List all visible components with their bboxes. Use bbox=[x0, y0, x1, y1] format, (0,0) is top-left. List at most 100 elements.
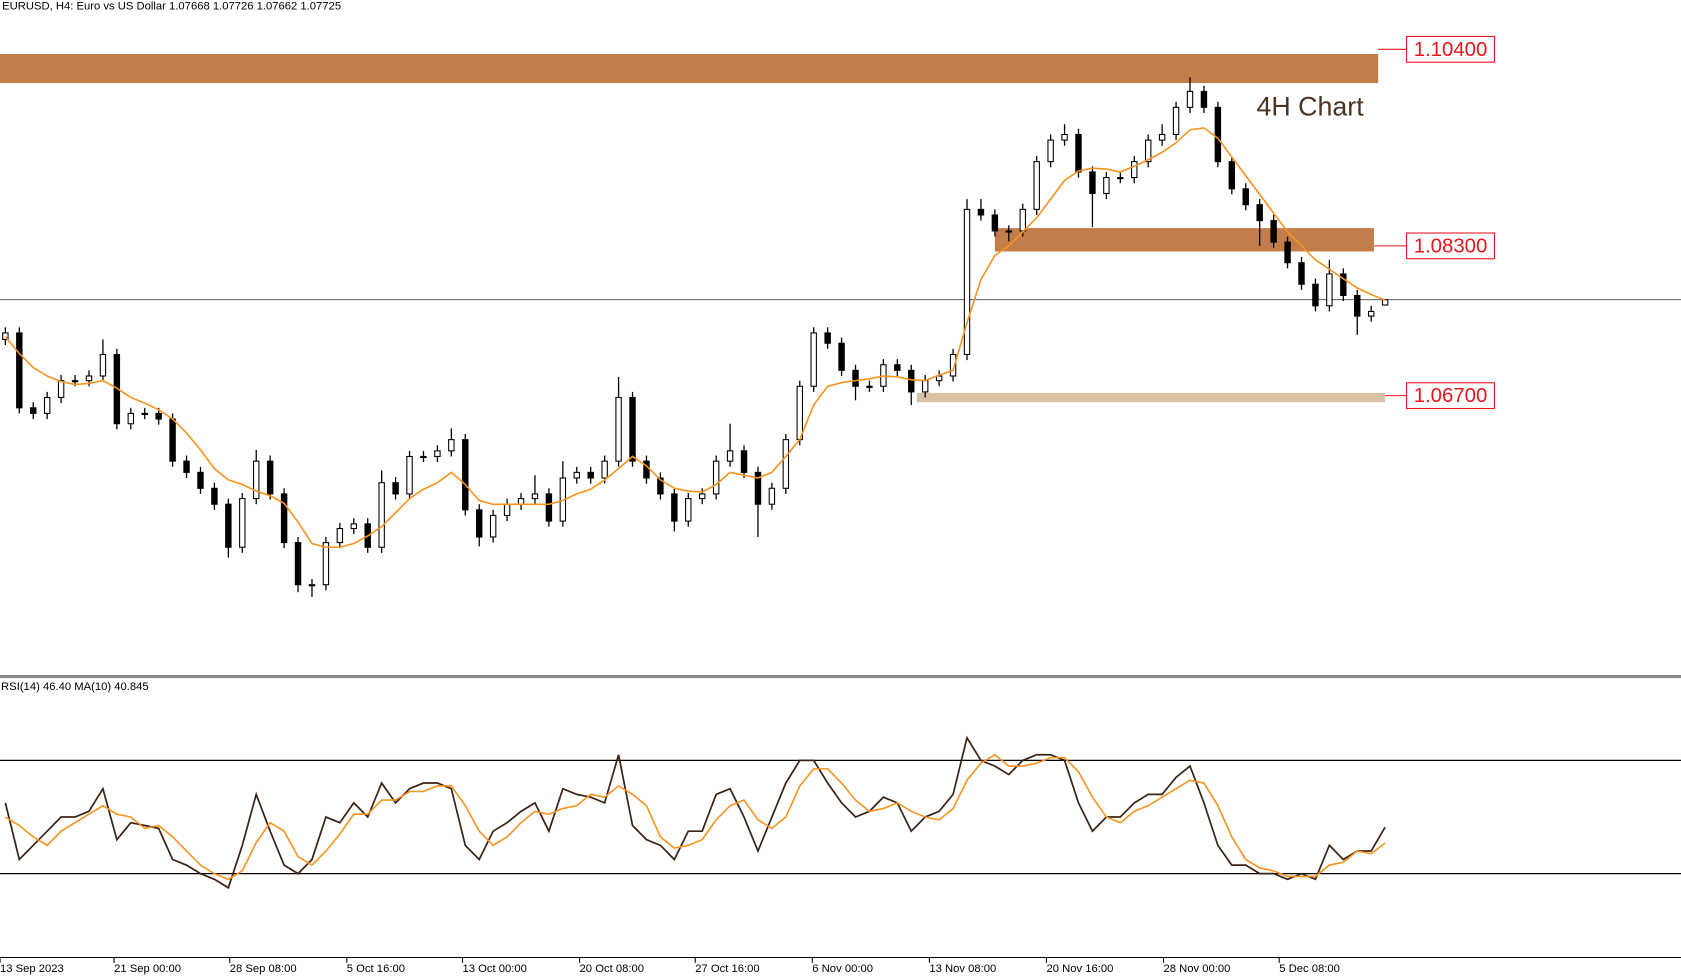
rsi-title: RSI(14) 46.40 MA(10) 40.845 bbox=[1, 681, 149, 693]
candle-body bbox=[657, 477, 664, 495]
candle-body bbox=[894, 364, 901, 371]
candle-body bbox=[908, 369, 915, 393]
candle-body bbox=[197, 471, 204, 489]
candle-body bbox=[782, 439, 790, 489]
zone-label-box bbox=[1406, 382, 1495, 410]
candle-body bbox=[949, 353, 957, 377]
candle-body bbox=[239, 498, 246, 548]
chart-title: EURUSD, H4: Euro vs US Dollar 1.07668 1.… bbox=[2, 0, 341, 12]
candle-body bbox=[57, 380, 65, 399]
candle-body bbox=[963, 208, 971, 355]
candle-body bbox=[462, 439, 469, 511]
candle-body bbox=[1242, 188, 1249, 206]
candle-body bbox=[1367, 310, 1375, 317]
candle-body bbox=[671, 493, 678, 522]
moving-average bbox=[4, 127, 1386, 549]
x-tick-label: 13 Oct 00:00 bbox=[462, 963, 526, 975]
candle-body bbox=[448, 439, 455, 452]
candle-body bbox=[531, 493, 539, 500]
candle-body bbox=[1200, 90, 1208, 108]
candle-body bbox=[796, 385, 803, 441]
candle-body bbox=[503, 503, 511, 516]
x-tick-label: 28 Sep 08:00 bbox=[230, 963, 297, 975]
candle-body bbox=[1047, 139, 1054, 163]
candle-body bbox=[294, 542, 302, 586]
candle-body bbox=[225, 503, 232, 548]
candle-body bbox=[1256, 204, 1263, 222]
candle-body bbox=[685, 498, 692, 522]
zone-label-box bbox=[1406, 232, 1495, 260]
candle-body bbox=[141, 412, 148, 416]
candle-body bbox=[1284, 241, 1291, 264]
candle-body bbox=[824, 332, 831, 344]
candle-body bbox=[2, 332, 9, 341]
candle-body bbox=[1103, 177, 1110, 195]
candle-body bbox=[1228, 161, 1236, 190]
zone bbox=[916, 392, 1386, 403]
candle-body bbox=[378, 482, 385, 548]
candle-body bbox=[1075, 133, 1082, 173]
candle-body bbox=[1144, 139, 1152, 163]
candle-body bbox=[1019, 208, 1026, 232]
x-tick-label: 27 Oct 16:00 bbox=[695, 963, 759, 975]
candle-body bbox=[587, 471, 594, 479]
candle-body bbox=[406, 455, 413, 495]
candle-body bbox=[155, 412, 162, 420]
zone bbox=[0, 54, 1379, 84]
candle-body bbox=[30, 407, 37, 414]
candle-body bbox=[43, 396, 51, 414]
candle-body bbox=[740, 450, 748, 473]
candle-body bbox=[838, 342, 845, 371]
candle-body bbox=[1186, 90, 1194, 108]
candle-body bbox=[392, 482, 399, 495]
candle-body bbox=[601, 460, 608, 479]
candle-body bbox=[726, 450, 734, 462]
zone-label: 1.08300 bbox=[1414, 235, 1488, 257]
x-tick-label: 6 Nov 00:00 bbox=[812, 963, 873, 975]
zone-label: 1.10400 bbox=[1414, 39, 1488, 61]
candle-body bbox=[1381, 299, 1389, 306]
x-tick-label: 13 Sep 2023 bbox=[0, 963, 64, 975]
candle-body bbox=[1298, 262, 1305, 285]
candle-body bbox=[322, 542, 330, 586]
candle-body bbox=[517, 498, 525, 505]
candle-body bbox=[1270, 220, 1277, 243]
candle-body bbox=[308, 584, 316, 587]
candle-body bbox=[127, 412, 135, 425]
rsi-line bbox=[4, 735, 1386, 890]
time-axis-labels: 13 Sep 2023 21 Sep 00:00 28 Sep 08:00 5 Oct… bbox=[0, 957, 1340, 975]
candle-body bbox=[852, 369, 859, 387]
candle-body bbox=[768, 487, 776, 505]
candle-body bbox=[866, 385, 873, 388]
x-tick-label: 21 Sep 00:00 bbox=[114, 963, 181, 975]
candle-body bbox=[1131, 161, 1138, 179]
candle-body bbox=[1214, 106, 1222, 163]
candle-body bbox=[573, 471, 580, 479]
candle-body bbox=[1089, 171, 1096, 195]
zone-label: 1.06700 bbox=[1414, 385, 1488, 407]
rsi-ma-line bbox=[4, 753, 1386, 881]
candle-body bbox=[169, 418, 176, 462]
candle-body bbox=[266, 460, 274, 495]
zone-label-box bbox=[1406, 35, 1495, 63]
candle-body bbox=[476, 509, 483, 538]
candle-body bbox=[1172, 106, 1180, 136]
candle-body bbox=[935, 375, 943, 382]
candle-body bbox=[71, 380, 79, 383]
candle-body bbox=[615, 396, 622, 462]
x-tick-label: 20 Nov 16:00 bbox=[1046, 963, 1113, 975]
candle-body bbox=[85, 375, 93, 382]
candle-body bbox=[754, 471, 762, 505]
candle-body bbox=[183, 460, 190, 473]
candle-body bbox=[1033, 161, 1040, 210]
zones: 1.10400 1.08300 1.06700 bbox=[0, 35, 1495, 410]
x-tick-label: 20 Oct 08:00 bbox=[580, 963, 644, 975]
candle-body bbox=[1340, 273, 1347, 297]
candle-body bbox=[712, 460, 720, 495]
candle-body bbox=[280, 493, 288, 544]
candle-body bbox=[350, 523, 358, 530]
candle-body bbox=[489, 514, 497, 538]
